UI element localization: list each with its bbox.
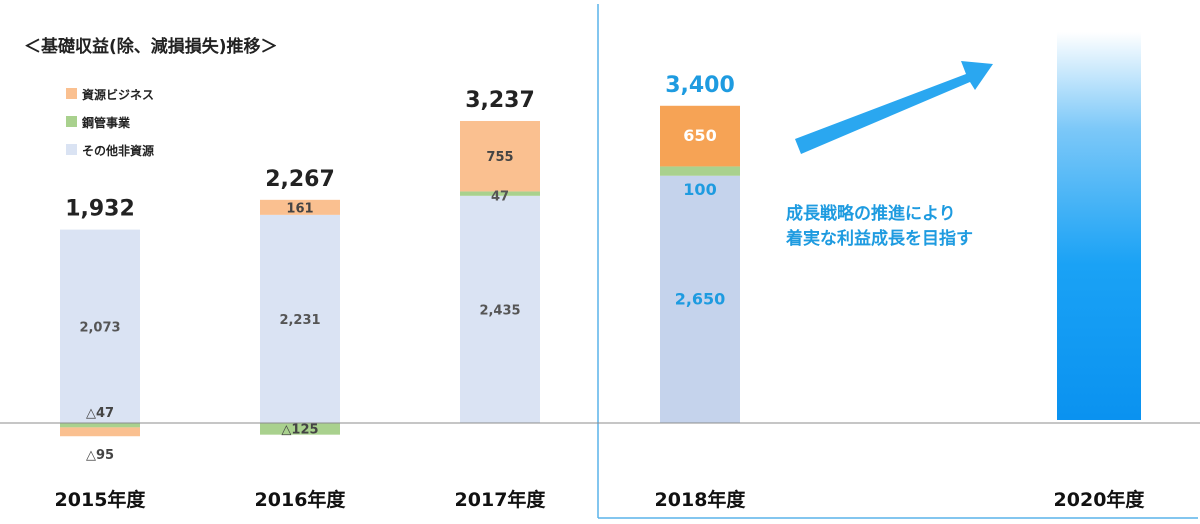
growth-arrow-shape <box>795 61 993 154</box>
bar-segment-steel <box>660 166 740 176</box>
value-label-other: 2,435 <box>479 303 520 318</box>
bar-segment-resource <box>260 199 340 215</box>
value-label-resource: △95 <box>86 448 114 463</box>
bar-segment-resource <box>60 427 140 437</box>
value-label-steel: △47 <box>86 406 114 421</box>
value-label-other: 2,650 <box>675 289 726 308</box>
strategy-message-line2: 着実な利益成長を目指す <box>785 228 973 249</box>
year-label: 2020年度 <box>1054 488 1146 511</box>
value-label-resource: 755 <box>486 150 513 165</box>
growth-arrow <box>795 61 993 154</box>
legend-swatch-resource <box>66 88 77 99</box>
value-label-resource: 161 <box>286 201 313 216</box>
total-label: 2,267 <box>265 167 335 192</box>
legend-label-other: その他非資源 <box>82 143 154 158</box>
bars <box>60 32 1141 437</box>
value-label-steel: 47 <box>491 189 509 204</box>
value-labels: 2,073 △47 △95 1,932 2,231 △125 161 2,267 2,435 47… <box>65 73 735 463</box>
total-label: 3,400 <box>665 73 735 98</box>
value-label-other: 2,073 <box>79 320 120 335</box>
year-label: 2018年度 <box>655 488 747 511</box>
value-label-resource: 650 <box>683 126 716 145</box>
bar-segment-other <box>260 214 340 423</box>
bar-segment-resource <box>460 120 540 192</box>
value-label-steel: △125 <box>281 423 318 438</box>
legend-swatch-steel <box>66 116 77 127</box>
chart-title: ＜基礎収益(除、減損損失)推移＞ <box>24 36 278 57</box>
year-label: 2017年度 <box>455 488 547 511</box>
strategy-message-line1: 成長戦略の推進により <box>786 203 956 224</box>
year-label: 2016年度 <box>255 488 347 511</box>
total-label: 3,237 <box>465 88 535 113</box>
value-label-other: 2,231 <box>279 313 320 328</box>
bar-segment-steel <box>260 423 340 435</box>
value-label-steel: 100 <box>683 180 716 199</box>
bar-segment-other <box>60 229 140 423</box>
bar-segment-resource <box>660 105 740 167</box>
bar-segment-steel <box>460 191 540 196</box>
legend-swatch-other <box>66 144 77 155</box>
total-label: 1,932 <box>65 197 135 222</box>
year-label: 2015年度 <box>55 488 147 511</box>
bar-segment-other <box>460 195 540 423</box>
legend-label-steel: 鋼管事業 <box>81 115 131 130</box>
legend: 資源ビジネス 鋼管事業 その他非資源 <box>66 87 154 158</box>
bar-segment-other <box>660 175 740 423</box>
legend-label-resource: 資源ビジネス <box>82 87 154 102</box>
bar-segment-steel <box>60 423 140 428</box>
year-labels: 2015年度 2016年度 2017年度 2018年度 2020年度 <box>55 488 1146 511</box>
target-bar <box>1057 32 1141 420</box>
